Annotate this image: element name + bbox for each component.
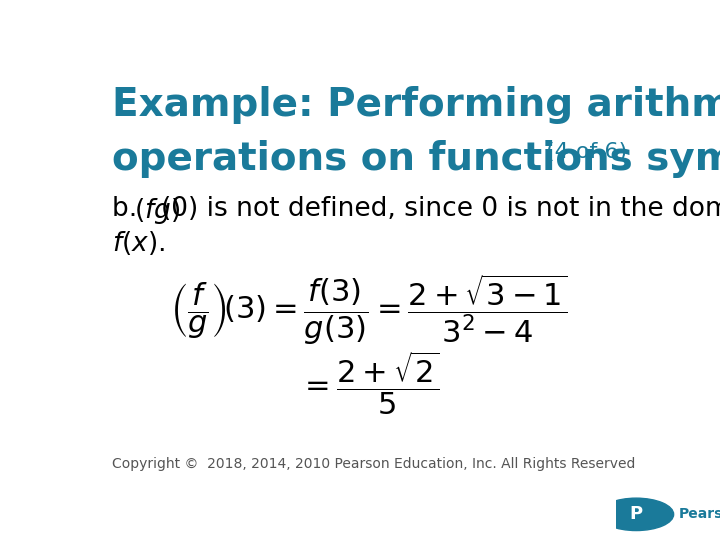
Text: $= \dfrac{2+\sqrt{2}}{5}$: $= \dfrac{2+\sqrt{2}}{5}$	[299, 349, 439, 417]
Text: (4 of 6): (4 of 6)	[546, 141, 627, 161]
Circle shape	[599, 498, 674, 530]
Text: $\left(\dfrac{f}{g}\right)\!(3) = \dfrac{f(3)}{g(3)} = \dfrac{2+\sqrt{3-1}}{3^2-: $\left(\dfrac{f}{g}\right)\!(3) = \dfrac…	[170, 273, 568, 347]
Text: Example: Performing arithmetic: Example: Performing arithmetic	[112, 85, 720, 124]
Text: operations on functions symbolically: operations on functions symbolically	[112, 140, 720, 178]
Text: b.: b.	[112, 196, 146, 222]
Text: Copyright ©  2018, 2014, 2010 Pearson Education, Inc. All Rights Reserved: Copyright © 2018, 2014, 2010 Pearson Edu…	[112, 457, 636, 471]
Text: $f(x)$.: $f(x)$.	[112, 229, 166, 257]
Text: $\mathit{(fg)}$: $\mathit{(fg)}$	[133, 196, 180, 226]
Text: Pearson: Pearson	[679, 508, 720, 521]
Text: P: P	[629, 505, 643, 523]
Text: (0) is not defined, since 0 is not in the domain of: (0) is not defined, since 0 is not in th…	[161, 196, 720, 222]
